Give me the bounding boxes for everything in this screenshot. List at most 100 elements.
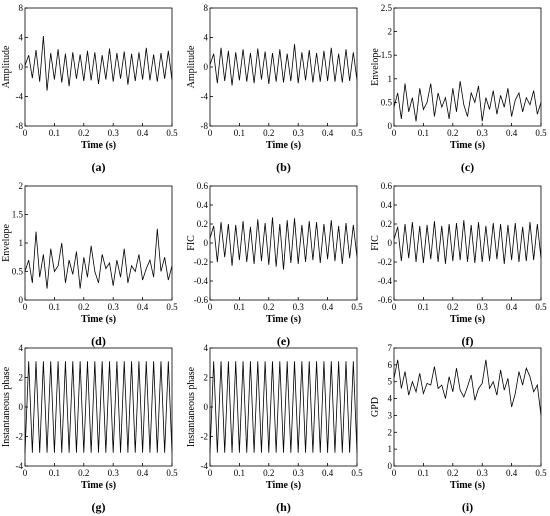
panel-label: (b) [276,160,291,174]
x-tick-label: 0.5 [535,128,547,138]
x-tick-label: 0.2 [263,468,274,478]
y-tick-label: 0 [388,238,393,248]
x-tick-label: 0.1 [49,302,60,312]
x-axis-label: Time (s) [266,480,301,491]
y-tick-label: 0.4 [197,200,209,210]
x-tick-label: 0.3 [293,302,305,312]
y-tick-label: 2 [19,373,24,383]
y-tick-label: 1 [388,74,393,84]
panel-c: 0 0.1 0.2 0.3 0.4 0.5 0 0.5 1 1.5 2 2.5 Time (s) Enve… [370,3,547,174]
y-tick-label: 2 [388,27,393,37]
x-tick-label: 0.4 [322,468,334,478]
x-tick-label: 0.5 [166,302,178,312]
x-axis-label: Time (s) [81,314,116,325]
y-tick-label: -0.2 [194,257,208,267]
panel-label: (g) [92,500,106,514]
x-tick-label: 0.2 [447,468,458,478]
y-tick-label: 0 [19,62,24,72]
x-tick-label: 0.2 [78,468,89,478]
panel-label: (i) [462,500,473,514]
y-axis-label: Instantaneous phase [186,366,197,447]
x-tick-label: 0.4 [322,128,334,138]
axes-box [393,185,542,301]
x-tick-label: 0 [392,302,397,312]
panel-label: (a) [92,160,106,174]
panel-label: (e) [277,334,290,348]
y-tick-label: 0 [388,121,393,131]
series-line [209,217,358,270]
y-axis-label: Amplitude [186,45,197,88]
y-tick-label: -4 [16,92,24,102]
panel-label: (h) [276,500,291,514]
x-axis-label: Time (s) [266,314,301,325]
x-tick-label: 0.2 [78,128,89,138]
y-tick-label: 0 [204,62,209,72]
series-line [209,361,358,453]
axes-box [393,7,542,127]
x-tick-label: 0.5 [351,468,363,478]
panel-b: 0 0.1 0.2 0.3 0.4 0.5 -8 -4 0 4 8 Time (s) Amplitude… [186,3,363,174]
x-tick-label: 0.4 [137,468,149,478]
x-tick-label: 0.2 [447,302,458,312]
panel-f: 0 0.1 0.2 0.3 0.4 0.5 -0.6 -0.4 -0.2 0 0.2 0.4 0.6 Ti… [370,181,547,348]
y-axis-label: FIC [186,235,197,251]
y-tick-label: 7 [388,343,393,353]
y-tick-label: -2 [16,432,24,442]
x-tick-label: 0.3 [293,468,305,478]
x-tick-label: 0.4 [506,468,518,478]
y-tick-label: 2.5 [381,3,393,13]
x-tick-label: 0 [392,468,397,478]
y-tick-label: -4 [201,461,209,471]
y-tick-label: -0.4 [194,276,209,286]
series-line [24,228,173,289]
x-axis-label: Time (s) [81,140,116,151]
x-tick-label: 0.5 [535,468,547,478]
y-axis-label: Amplitude [1,45,12,88]
panel-label: (d) [91,334,106,348]
y-axis-label: GPD [370,397,381,417]
x-tick-label: 0.1 [418,128,429,138]
panel-h: 0 0.1 0.2 0.3 0.4 0.5 -4 -2 0 2 4 Time (s) Instantan… [186,343,363,514]
y-tick-label: -0.4 [378,276,393,286]
x-tick-label: 0.1 [49,468,60,478]
x-tick-label: 0.1 [234,128,245,138]
x-tick-label: 0 [23,302,28,312]
x-tick-label: 0 [208,468,213,478]
x-tick-label: 0.4 [322,302,334,312]
y-axis-label: Envelope [370,48,381,86]
x-axis-label: Time (s) [81,480,116,491]
y-tick-label: 1.5 [381,50,393,60]
x-tick-label: 0.4 [137,128,149,138]
x-axis-label: Time (s) [266,140,301,151]
y-axis-label: Instantaneous phase [1,366,12,447]
x-tick-label: 0.3 [477,468,489,478]
x-tick-label: 0.5 [166,468,178,478]
x-tick-label: 0.3 [293,128,305,138]
series-line [24,35,173,91]
y-tick-label: -8 [16,121,24,131]
series-line [393,359,542,416]
series-line [393,220,542,264]
y-tick-label: 0.6 [197,181,209,191]
panel-e: 0 0.1 0.2 0.3 0.4 0.5 -0.6 -0.4 -0.2 0 0.2 0.4 0.6 Ti… [186,181,363,348]
axes-box [24,7,173,127]
panel-label: (c) [461,160,474,174]
x-tick-label: 0.4 [506,302,518,312]
x-tick-label: 0.4 [137,302,149,312]
x-tick-label: 0 [23,128,28,138]
y-tick-label: 0.6 [381,181,393,191]
series-line [209,44,358,86]
y-tick-label: -4 [201,92,209,102]
x-tick-label: 0.3 [108,128,120,138]
x-tick-label: 0.2 [263,302,274,312]
y-tick-label: -8 [201,121,209,131]
axes-box [209,7,358,127]
y-tick-label: 0 [19,402,24,412]
panel-i: 0 0.1 0.2 0.3 0.4 0.5 0 1 2 3 4 5 6 7 Time (s) GPD (i) [370,343,547,514]
axes-box [209,185,358,301]
panel-a: 0 0.1 0.2 0.3 0.4 0.5 -8 -4 0 4 8 Time (s) Amplitude… [1,3,178,174]
x-tick-label: 0 [208,128,213,138]
x-axis-label: Time (s) [450,480,485,491]
x-tick-label: 0.3 [108,302,120,312]
x-tick-label: 0 [23,468,28,478]
